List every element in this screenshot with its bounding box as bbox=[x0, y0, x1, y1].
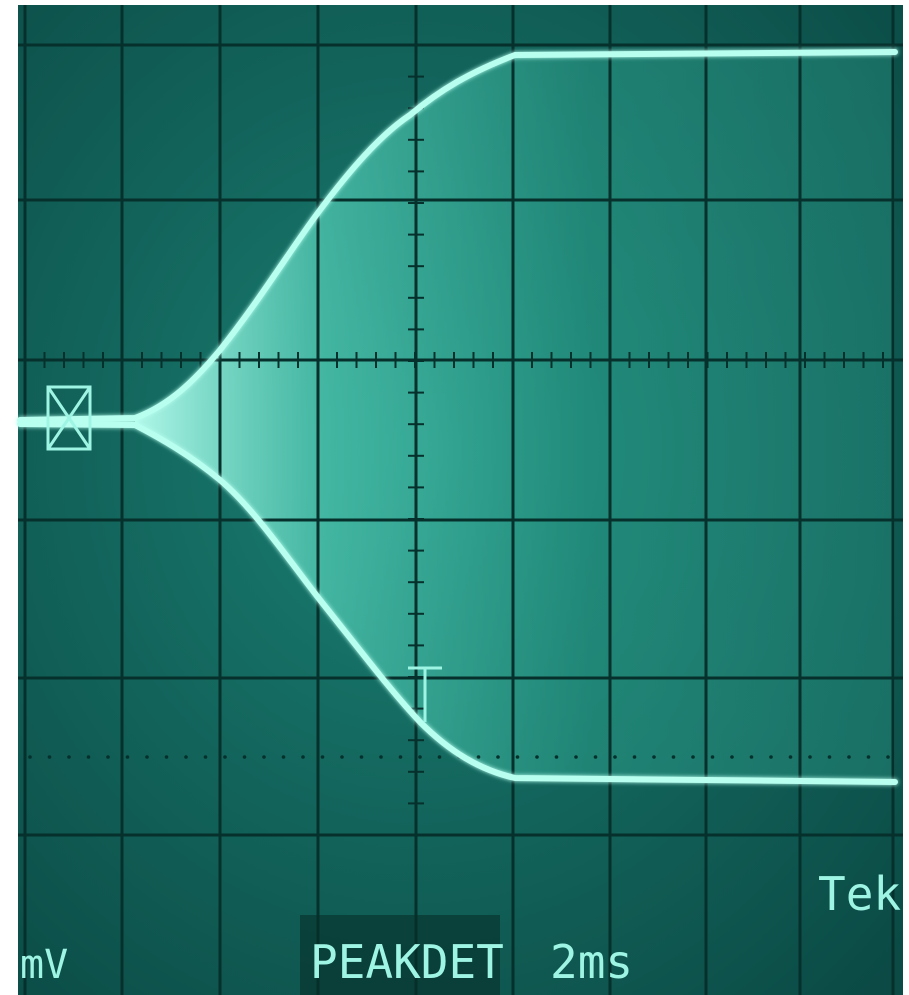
dot bbox=[106, 755, 110, 759]
dot bbox=[184, 755, 188, 759]
dot bbox=[594, 755, 598, 759]
dot bbox=[496, 755, 500, 759]
dot bbox=[28, 755, 32, 759]
dot bbox=[340, 755, 344, 759]
dot bbox=[555, 755, 559, 759]
dot bbox=[691, 755, 695, 759]
dot bbox=[262, 755, 266, 759]
dot bbox=[730, 755, 734, 759]
dot bbox=[399, 755, 403, 759]
page: {"screen": {"unit": "mV", "mode": "PEAKD… bbox=[0, 0, 909, 995]
dot bbox=[535, 755, 539, 759]
dot bbox=[87, 755, 91, 759]
dot bbox=[652, 755, 656, 759]
oscilloscope-screen: mV PEAKDET 2ms Tek bbox=[0, 0, 909, 995]
dot bbox=[867, 755, 871, 759]
dot bbox=[379, 755, 383, 759]
dot bbox=[750, 755, 754, 759]
dot bbox=[145, 755, 149, 759]
timebase-readout: 2ms bbox=[550, 935, 633, 989]
dot bbox=[808, 755, 812, 759]
dot bbox=[321, 755, 325, 759]
brand-readout: Tek bbox=[818, 867, 901, 921]
dot bbox=[48, 755, 52, 759]
dot bbox=[67, 755, 71, 759]
dot bbox=[126, 755, 130, 759]
dot bbox=[769, 755, 773, 759]
dot bbox=[516, 755, 520, 759]
dot bbox=[282, 755, 286, 759]
dot bbox=[223, 755, 227, 759]
mode-readout: PEAKDET bbox=[310, 935, 504, 989]
dot bbox=[828, 755, 832, 759]
dot bbox=[243, 755, 247, 759]
dot bbox=[633, 755, 637, 759]
dot bbox=[418, 755, 422, 759]
dot bbox=[165, 755, 169, 759]
dot bbox=[847, 755, 851, 759]
dot bbox=[672, 755, 676, 759]
dot bbox=[360, 755, 364, 759]
dot bbox=[477, 755, 481, 759]
dot bbox=[711, 755, 715, 759]
dot bbox=[886, 755, 890, 759]
unit-readout: mV bbox=[20, 942, 68, 988]
dot bbox=[613, 755, 617, 759]
dot bbox=[301, 755, 305, 759]
dot bbox=[574, 755, 578, 759]
dot bbox=[204, 755, 208, 759]
dot bbox=[789, 755, 793, 759]
dot bbox=[438, 755, 442, 759]
